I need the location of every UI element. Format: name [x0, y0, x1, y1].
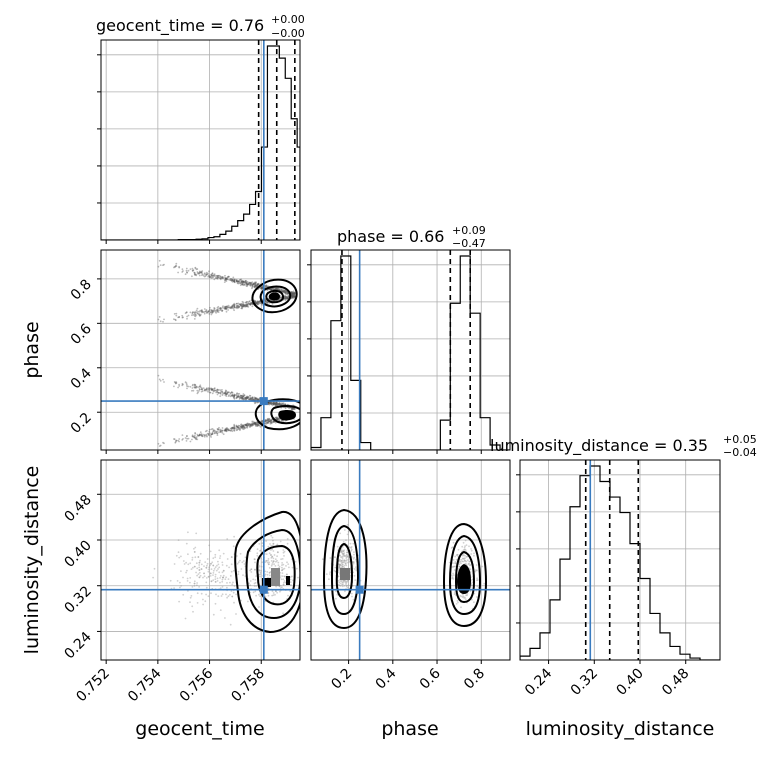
histogram-luminosity-distance	[520, 465, 720, 660]
ytick-label-phase-1: 0.4	[68, 365, 95, 392]
frame-geocent-time-hist	[100, 39, 301, 241]
ytick-label-luminosity-distance-2: 0.40	[61, 538, 94, 571]
frame-phase-hist	[310, 249, 511, 451]
title-phase-plus: +0.09	[452, 224, 486, 237]
grid-phase-vs-luminosity-distance	[311, 460, 510, 660]
frame-luminosity-distance-hist	[519, 459, 721, 661]
xtick-label-geocent-time-1: 0.754	[125, 665, 165, 705]
quantile-lines-geocent-time	[257, 40, 296, 240]
ticks-phase-vs-luminosity-distance	[307, 493, 482, 664]
frame-geocent-time-vs-phase	[100, 249, 301, 451]
xtick-label-geocent-time-0: 0.752	[73, 666, 113, 706]
xtick-label-phase-2: 0.6	[417, 665, 444, 692]
title-luminosity-distance-minus: −0.04	[723, 446, 757, 459]
grid-geocent-time-hist	[101, 40, 300, 240]
ticks-geocent-time-hist	[97, 54, 262, 244]
ytick-label-luminosity-distance-0: 0.24	[61, 629, 94, 662]
panel-phase-vs-luminosity-distance	[307, 459, 511, 664]
xtick-label-phase-0: 0.2	[328, 666, 355, 693]
xtick-label-geocent-time-3: 0.758	[228, 666, 268, 706]
contours-geocent-time-vs-phase	[251, 278, 300, 431]
panel-geocent-time-vs-luminosity-distance	[97, 459, 301, 664]
xtick-label-luminosity-distance-3: 0.48	[659, 666, 692, 699]
contours-phase-vs-luminosity-distance	[322, 508, 488, 630]
xtick-label-luminosity-distance-0: 0.24	[522, 665, 555, 698]
panel-geocent-time-hist: geocent_time = 0.76 +0.00 −0.00	[96, 13, 305, 244]
title-luminosity-distance-plus: +0.05	[723, 433, 757, 446]
ytick-label-phase-0: 0.2	[68, 410, 95, 437]
title-geocent-time-plus: +0.00	[271, 13, 305, 26]
tick-labels: 0.752 0.754 0.756 0.758 0.2 0.4 0.6 0.8 0.24 0.32…	[61, 276, 692, 705]
xtick-label-luminosity-distance-2: 0.40	[613, 666, 646, 699]
histogram-geocent-time	[101, 45, 300, 240]
ticks-geocent-time-vs-phase	[97, 278, 262, 454]
contours-geocent-time-vs-luminosity-distance	[234, 510, 300, 634]
xtick-label-geocent-time-2: 0.756	[177, 665, 217, 705]
title-geocent-time: geocent_time = 0.76	[96, 16, 264, 36]
quantile-lines-phase	[341, 250, 472, 450]
truth-point-geocent-time-vs-luminosity-distance	[259, 585, 268, 594]
title-geocent-time-minus: −0.00	[271, 27, 305, 40]
panel-luminosity-distance-hist: luminosity_distance = 0.35 +0.05 −0.04	[490, 433, 757, 664]
ticks-luminosity-distance-hist	[516, 474, 687, 664]
xlabel-luminosity-distance: luminosity_distance	[526, 718, 715, 740]
ylabel-phase: phase	[21, 321, 43, 378]
frame-phase-vs-luminosity-distance	[310, 459, 511, 661]
ticks-phase-hist	[307, 264, 482, 454]
grid-phase-hist	[311, 250, 510, 450]
xtick-label-phase-1: 0.4	[373, 665, 400, 692]
xtick-label-luminosity-distance-1: 0.32	[568, 666, 601, 699]
truth-point-phase-vs-luminosity-distance	[355, 585, 364, 594]
xtick-label-phase-3: 0.8	[461, 666, 488, 693]
ytick-label-phase-3: 0.8	[68, 276, 95, 303]
xlabel-phase: phase	[381, 718, 438, 740]
quantile-lines-luminosity-distance	[584, 460, 640, 660]
ticks-geocent-time-vs-luminosity-distance	[97, 493, 262, 664]
frame-geocent-time-vs-luminosity-distance	[100, 459, 301, 661]
grid-geocent-time-vs-phase	[101, 250, 300, 450]
title-luminosity-distance: luminosity_distance = 0.35	[490, 436, 708, 456]
ylabel-luminosity-distance: luminosity_distance	[21, 466, 43, 655]
ytick-label-luminosity-distance-1: 0.32	[61, 583, 94, 616]
title-phase-minus: −0.47	[452, 237, 486, 250]
panel-phase-hist: phase = 0.66 +0.09 −0.47	[307, 224, 511, 454]
truth-point-geocent-time-vs-phase	[259, 397, 268, 406]
histogram-phase	[311, 255, 510, 450]
ytick-label-phase-2: 0.6	[68, 321, 95, 348]
xlabel-geocent-time: geocent_time	[135, 718, 264, 740]
ytick-label-luminosity-distance-3: 0.48	[61, 492, 94, 525]
panel-geocent-time-vs-phase	[97, 249, 301, 454]
title-phase: phase = 0.66	[337, 227, 444, 246]
